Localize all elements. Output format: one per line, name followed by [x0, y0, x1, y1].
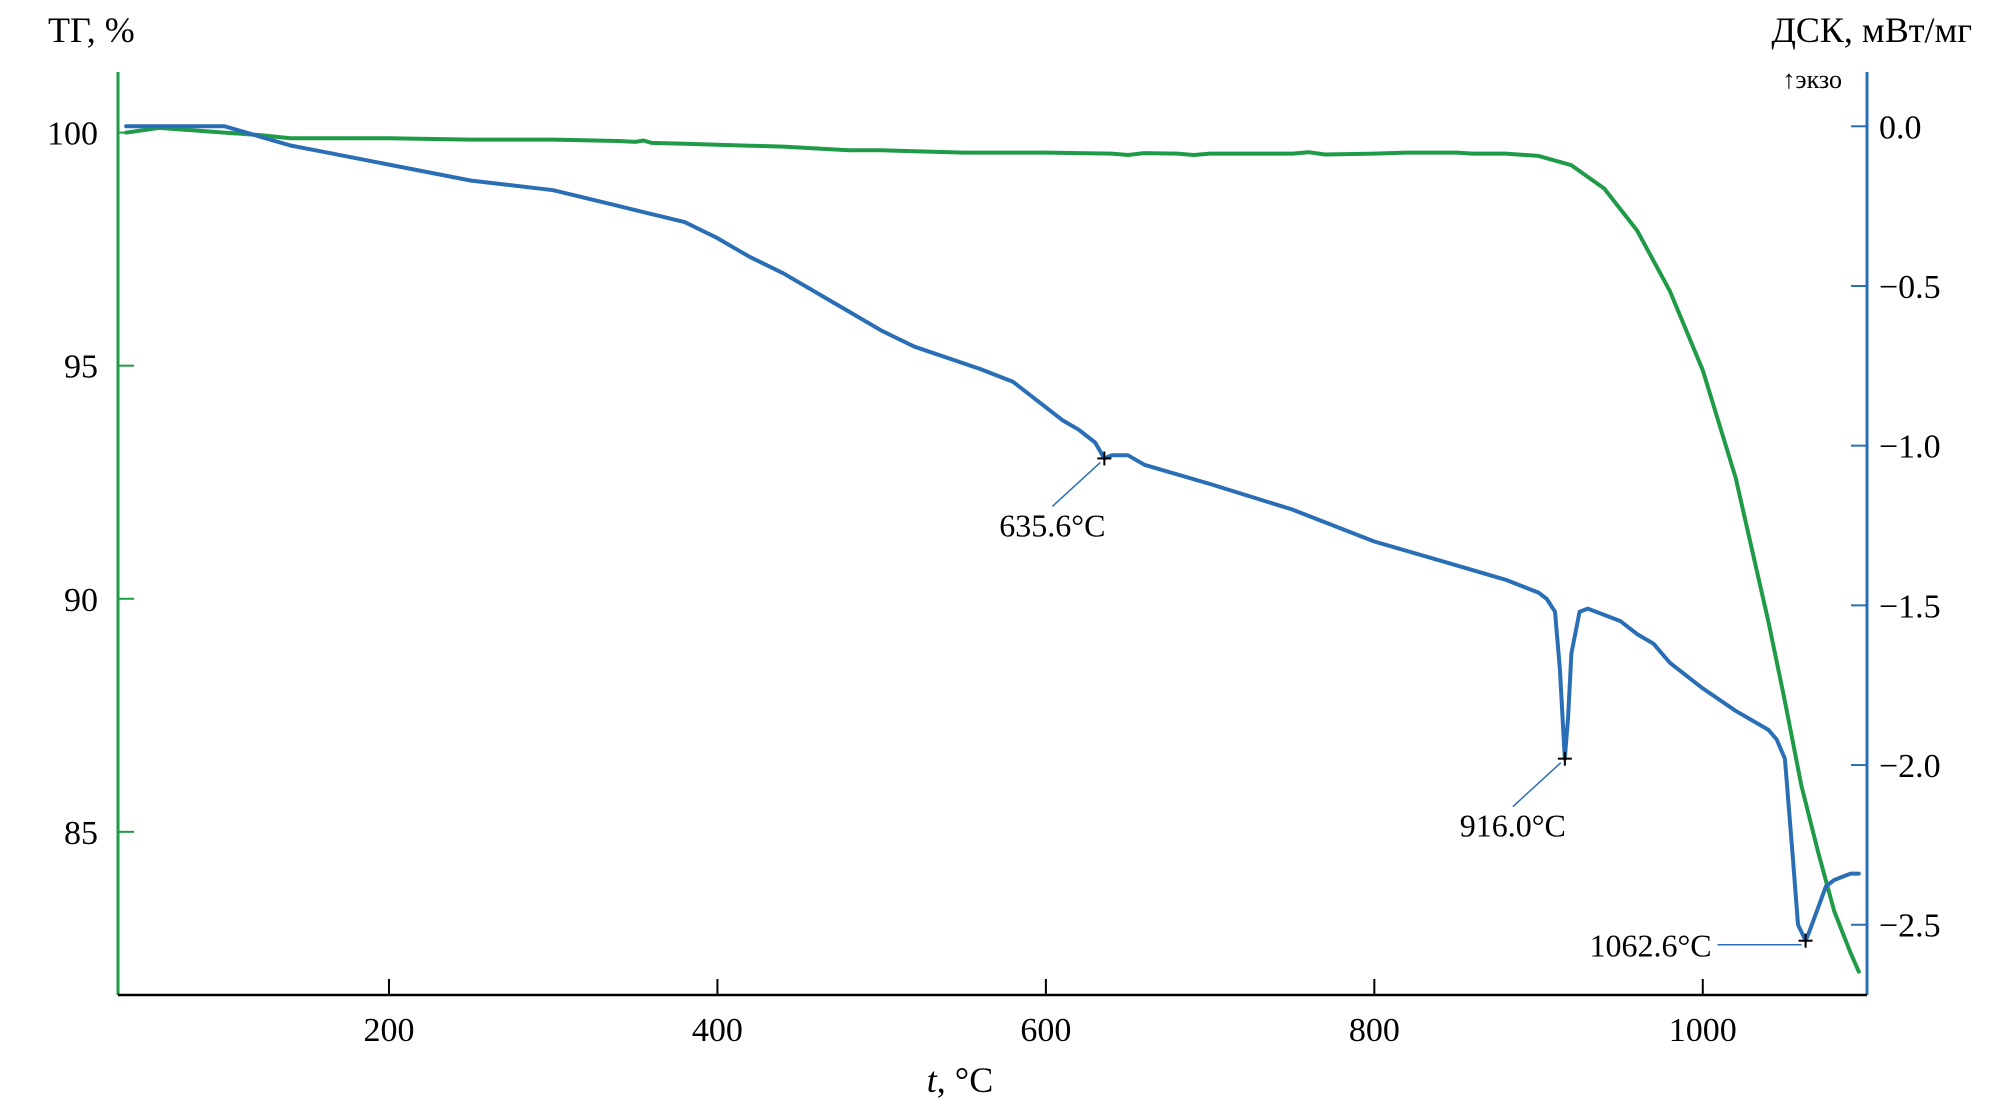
y-right-tick-label: −1.0: [1879, 429, 1941, 466]
dsc-curve: [124, 124, 1861, 943]
y-left-tick-label: 95: [64, 349, 98, 386]
peak-leader-line: [1512, 762, 1562, 808]
x-axis-title-unit: , °C: [937, 1060, 993, 1100]
y-right-axis-title: ДСК, мВт/мг: [1771, 10, 1972, 50]
y-left-axis-title: ТГ, %: [48, 10, 135, 50]
peak-markers: 635.6°C 916.0°C 1062.6°C: [999, 451, 1813, 964]
ticks: 200 400 600 800 1000 100 95 90 85 0.0 −0.5 −1.0 −1.5…: [47, 109, 1941, 1049]
x-tick-label: 800: [1349, 1012, 1400, 1049]
y-left-tick-label: 100: [47, 116, 98, 153]
x-tick-label: 200: [363, 1012, 414, 1049]
series-lines: [124, 124, 1861, 974]
x-tick-label: 1000: [1669, 1012, 1737, 1049]
x-tick-label: 600: [1020, 1012, 1071, 1049]
axes: [116, 72, 1869, 997]
peak-label: 1062.6°C: [1589, 928, 1711, 964]
x-tick-label: 400: [692, 1012, 743, 1049]
y-right-tick-label: 0.0: [1879, 109, 1922, 146]
exo-direction-note: ↑экзо: [1782, 65, 1842, 94]
y-left-tick-label: 85: [64, 815, 98, 852]
y-right-tick-label: −0.5: [1879, 269, 1941, 306]
x-axis-title-variable: t: [927, 1060, 938, 1100]
y-right-tick-label: −2.5: [1879, 908, 1941, 945]
y-right-tick-label: −1.5: [1879, 588, 1941, 625]
x-axis-title: t, °C: [927, 1060, 993, 1100]
y-right-tick-label: −2.0: [1879, 748, 1941, 785]
peak-label: 635.6°C: [999, 507, 1105, 543]
peak-label: 916.0°C: [1460, 808, 1566, 844]
tg-curve: [124, 125, 1861, 974]
peak-leader-line: [1051, 461, 1101, 507]
y-left-tick-label: 90: [64, 582, 98, 619]
